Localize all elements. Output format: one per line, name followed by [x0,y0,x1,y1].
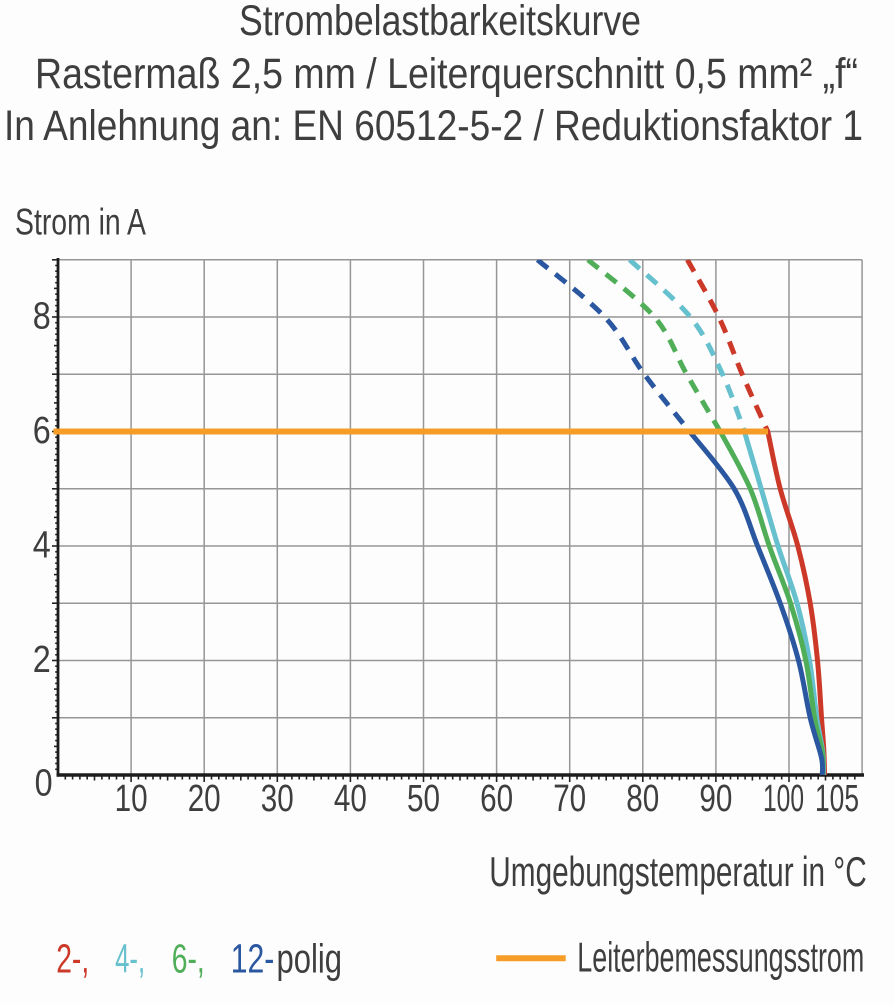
svg-text:Rastermaß 2,5 mm / Leiterquers: Rastermaß 2,5 mm / Leiterquerschnitt 0,5… [35,50,858,98]
svg-text:6-,: 6-, [172,935,205,981]
svg-text:Leiterbemessungsstrom: Leiterbemessungsstrom [577,934,864,981]
svg-text:80: 80 [626,778,659,820]
svg-text:40: 40 [334,778,367,820]
svg-text:Strom in A: Strom in A [15,202,146,243]
svg-text:2-,: 2-, [56,935,89,981]
svg-text:60: 60 [480,778,513,820]
svg-text:Strombelastbarkeitskurve: Strombelastbarkeitskurve [239,0,641,45]
svg-text:2: 2 [33,639,51,681]
svg-text:70: 70 [553,778,586,820]
svg-text:20: 20 [188,778,221,820]
svg-text:50: 50 [407,778,440,820]
svg-text:100: 100 [763,778,804,820]
svg-text:In Anlehnung an: EN 60512-5-2: In Anlehnung an: EN 60512-5-2 / Reduktio… [4,102,863,150]
svg-text:4-,: 4-, [115,935,145,981]
svg-text:30: 30 [261,778,294,820]
svg-text:8: 8 [33,296,51,338]
svg-text:105: 105 [815,778,859,820]
svg-text:90: 90 [699,778,732,820]
svg-text:12-: 12- [231,935,275,981]
svg-text:Umgebungstemperatur in °C: Umgebungstemperatur in °C [489,848,866,895]
svg-text:0: 0 [35,763,53,805]
svg-text:4: 4 [33,525,51,567]
svg-text:polig: polig [277,935,343,981]
svg-text:6: 6 [33,410,51,452]
svg-text:10: 10 [115,778,148,820]
